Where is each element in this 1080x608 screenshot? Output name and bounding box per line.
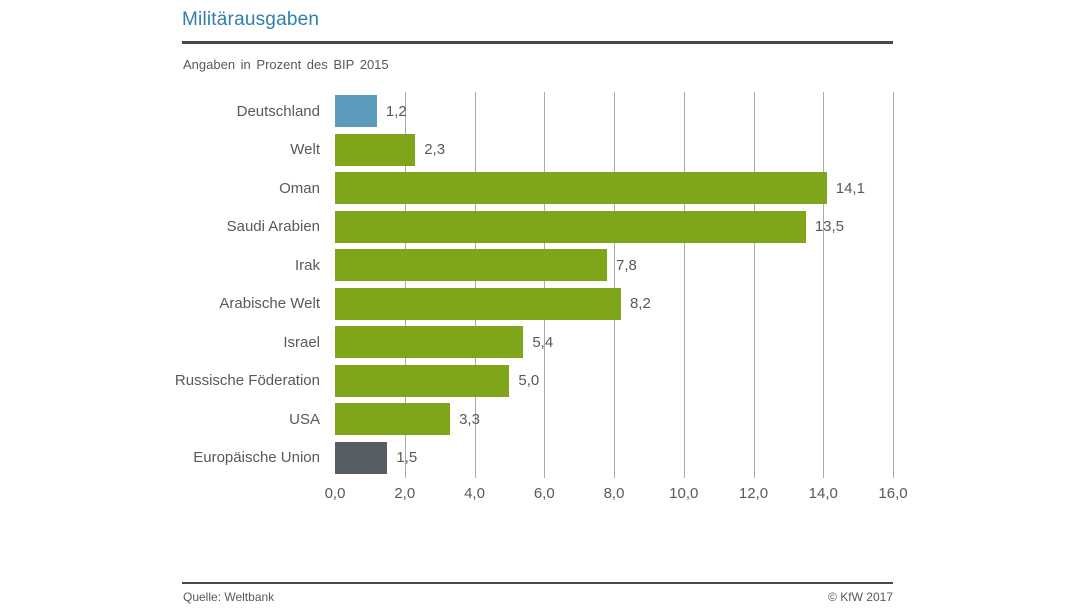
bar-chart: Deutschland 1,2 Welt 2,3 Oman 14,1 Saudi Arabi… [175, 92, 908, 503]
gridline [614, 92, 615, 478]
bar-europ-ische-union [335, 441, 388, 474]
gridline [753, 92, 755, 478]
bar-row-europ-ische-union: Europäische Union 1,5 [193, 441, 893, 474]
category-label-welt: Welt [290, 141, 320, 159]
value-label-saudi-arabien: 13,5 [814, 218, 845, 236]
x-axis: 0,0 2,0 4,0 6,0 8,0 10,0 12,0 14,0 16,0 [325, 485, 908, 503]
category-label-usa: USA [289, 410, 320, 428]
category-label-oman: Oman [279, 179, 320, 197]
copyright-label: © KfW 2017 [828, 590, 893, 604]
bar-row-deutschland: Deutschland 1,2 [237, 95, 893, 127]
header-divider [182, 41, 893, 44]
plot-area: Deutschland 1,2 Welt 2,3 Oman 14,1 Saudi Arabi… [175, 92, 894, 478]
category-label-deutschland: Deutschland [236, 102, 320, 120]
page-title: Militärausgaben [182, 9, 320, 30]
category-label-arabische-welt: Arabische Welt [219, 295, 320, 313]
chart-subtitle: Angaben in Prozent des BIP 2015 [183, 57, 389, 72]
x-tick-label: 8,0 [603, 485, 625, 502]
bar-arabische-welt [335, 287, 621, 320]
bar-row-saudi-arabien: Saudi Arabien 13,5 [227, 210, 893, 243]
bar-russische-f-deration [335, 364, 510, 397]
value-label-europ-ische-union: 1,5 [396, 449, 418, 467]
x-tick-label: 4,0 [464, 485, 485, 502]
category-label-europ-ische-union: Europäische Union [193, 449, 320, 467]
x-tick-label: 10,0 [669, 485, 699, 502]
bar-row-oman: Oman 14,1 [279, 172, 893, 205]
bar-usa [335, 403, 451, 436]
bar-rows: Deutschland 1,2 Welt 2,3 Oman 14,1 Saudi Arabi… [175, 92, 893, 478]
x-tick-label: 14,0 [808, 485, 838, 502]
bar-row-welt: Welt 2,3 [290, 133, 893, 166]
bar-deutschland [335, 95, 377, 127]
value-label-israel: 5,4 [532, 333, 554, 351]
footer-divider [182, 582, 893, 584]
x-tick-label: 0,0 [324, 485, 346, 502]
bar-row-arabische-welt: Arabische Welt 8,2 [219, 287, 893, 320]
bar-oman [335, 172, 827, 205]
footer: Quelle: Weltbank © KfW 2017 [183, 590, 893, 604]
source-label: Quelle: Weltbank [183, 590, 275, 604]
bar-row-israel: Israel 5,4 [283, 326, 893, 359]
value-label-usa: 3,3 [459, 410, 480, 428]
category-label-israel: Israel [283, 333, 320, 351]
bar-saudi-arabien [335, 210, 806, 243]
category-label-saudi-arabien: Saudi Arabien [226, 218, 320, 236]
bar-row-russische-f-deration: Russische Föderation 5,0 [175, 364, 893, 397]
gridline [544, 92, 546, 478]
x-tick-label: 16,0 [878, 485, 908, 502]
bar-israel [335, 326, 524, 359]
bar-irak [335, 249, 608, 282]
category-label-irak: Irak [294, 256, 320, 274]
gridline [404, 92, 406, 478]
value-label-welt: 2,3 [424, 141, 446, 159]
value-label-irak: 7,8 [616, 256, 637, 274]
bar-row-irak: Irak 7,8 [295, 249, 893, 282]
value-label-russische-f-deration: 5,0 [518, 372, 540, 390]
category-label-russische-f-deration: Russische Föderation [174, 372, 320, 390]
gridline [474, 92, 476, 478]
value-label-arabische-welt: 8,2 [629, 295, 651, 313]
chart-card: Militärausgaben Angaben in Prozent des B… [175, 0, 908, 608]
bar-welt [335, 133, 416, 166]
bar-row-usa: USA 3,3 [289, 403, 893, 436]
gridline [823, 92, 825, 478]
x-tick-label: 2,0 [394, 485, 416, 502]
value-label-deutschland: 1,2 [385, 102, 407, 120]
x-tick-label: 12,0 [738, 485, 769, 502]
x-tick-label: 6,0 [533, 485, 555, 502]
gridline [893, 92, 894, 478]
value-label-oman: 14,1 [835, 179, 865, 197]
gridline [683, 92, 685, 478]
